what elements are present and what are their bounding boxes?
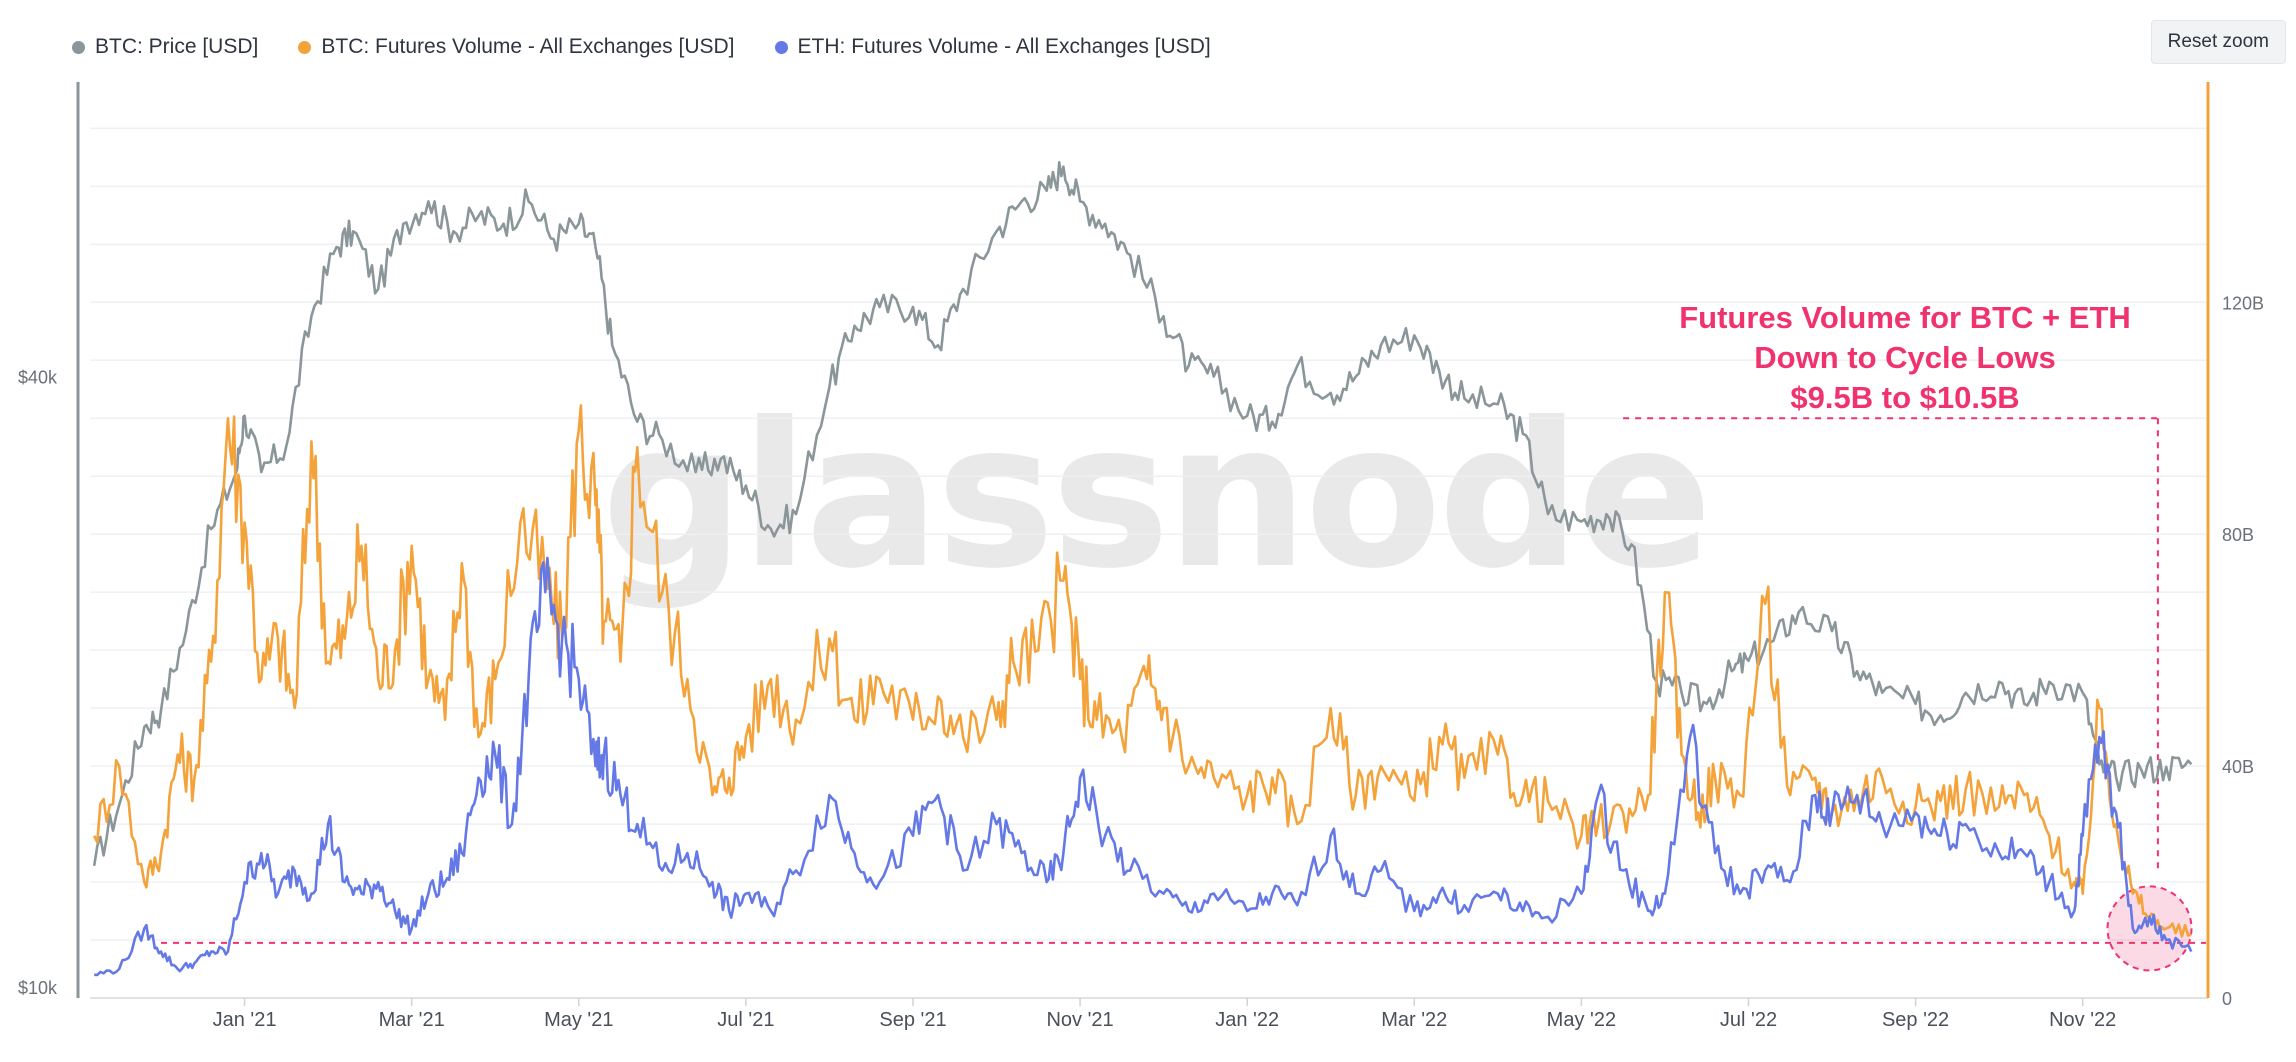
x-tick-label: Jul '22 <box>1720 1009 1777 1031</box>
x-tick-label: Nov '22 <box>2049 1009 2116 1031</box>
right-tick-label: 40B <box>2222 757 2254 777</box>
x-tick-label: Sep '21 <box>879 1009 946 1031</box>
series-line-0 <box>92 161 2193 867</box>
x-tick-label: Mar '21 <box>379 1009 445 1031</box>
series-line-2 <box>94 556 2193 977</box>
x-tick-label: Jul '21 <box>717 1009 774 1031</box>
x-tick-label: Nov '21 <box>1046 1009 1113 1031</box>
x-tick-label: Jan '22 <box>1215 1009 1279 1031</box>
reset-zoom-button[interactable]: Reset zoom <box>2150 20 2286 64</box>
left-tick-label: $10k <box>18 978 58 998</box>
legend-label-btc-futures: BTC: Futures Volume - All Exchanges [USD… <box>321 35 735 58</box>
legend-dot-eth-futures <box>774 40 788 54</box>
watermark: glassnode <box>601 380 1708 613</box>
tick-labels: Jan '21 Mar '21 May '21 Jul '21 Sep '21 Nov '… <box>18 293 2264 1031</box>
right-tick-label: 80B <box>2222 525 2254 545</box>
annotation-line-3: $9.5B to $10.5B <box>1790 380 2020 415</box>
x-tick-label: May '22 <box>1547 1009 1616 1031</box>
x-tick-label: Mar '22 <box>1381 1009 1447 1031</box>
axes <box>76 82 2210 1006</box>
annotation-text: Futures Volume for BTC + ETH Down to Cyc… <box>1560 298 2250 418</box>
right-tick-label: 0 <box>2222 989 2232 1009</box>
x-tick-label: May '21 <box>544 1009 613 1031</box>
annotation-line-1: Futures Volume for BTC + ETH <box>1679 300 2131 335</box>
low-highlight-circle <box>2106 885 2193 972</box>
grid-lines <box>90 127 2208 941</box>
x-tick-label: Jan '21 <box>213 1009 277 1031</box>
legend-item-eth-futures[interactable]: ETH: Futures Volume - All Exchanges [USD… <box>774 35 1211 59</box>
annotation-line-2: Down to Cycle Lows <box>1754 340 2056 375</box>
legend-item-btc-futures[interactable]: BTC: Futures Volume - All Exchanges [USD… <box>298 35 735 59</box>
legend-dot-btc-price <box>72 40 85 54</box>
legend-item-btc-price[interactable]: BTC: Price [USD] <box>72 35 258 59</box>
legend-label-eth-futures: ETH: Futures Volume - All Exchanges [USD… <box>797 35 1211 58</box>
series-lines <box>92 161 2193 977</box>
legend-dot-btc-futures <box>298 40 312 54</box>
annotation-guides <box>161 417 2206 972</box>
legend-label-btc-price: BTC: Price [USD] <box>95 35 259 58</box>
legend: BTC: Price [USD] BTC: Futures Volume - A… <box>72 30 1211 64</box>
right-tick-label: 120B <box>2222 293 2264 313</box>
x-tick-label: Sep '22 <box>1882 1009 1949 1031</box>
left-tick-label: $40k <box>18 367 58 387</box>
